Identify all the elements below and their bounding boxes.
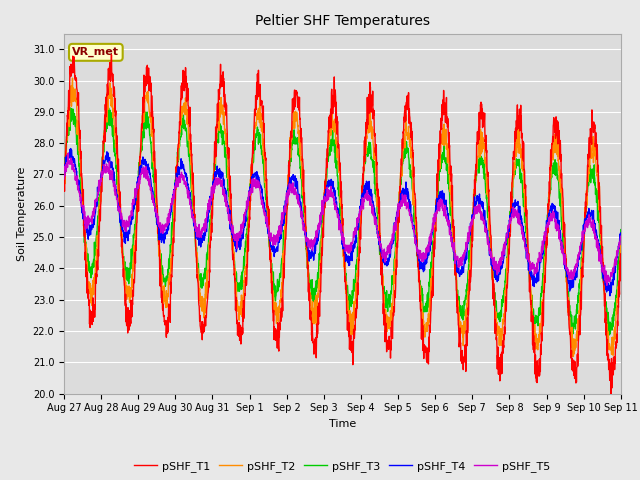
pSHF_T3 xyxy=(105,105,113,111)
Line: pSHF_T2: pSHF_T2 xyxy=(64,78,621,357)
Line: pSHF_T4: pSHF_T4 xyxy=(64,148,621,296)
pSHF_T3 xyxy=(568,320,575,326)
pSHF_T2 xyxy=(504,241,512,247)
pSHF_T1 xyxy=(607,392,615,398)
pSHF_T1 xyxy=(359,176,367,181)
pSHF_T1 xyxy=(108,52,115,58)
pSHF_T3 xyxy=(584,189,591,194)
pSHF_T4 xyxy=(568,279,575,285)
Text: VR_met: VR_met xyxy=(72,47,119,58)
pSHF_T4 xyxy=(371,212,379,218)
pSHF_T4 xyxy=(504,225,512,230)
X-axis label: Time: Time xyxy=(329,419,356,429)
Legend: pSHF_T1, pSHF_T2, pSHF_T3, pSHF_T4, pSHF_T5: pSHF_T1, pSHF_T2, pSHF_T3, pSHF_T4, pSHF… xyxy=(130,457,555,477)
pSHF_T3 xyxy=(60,178,68,183)
pSHF_T2 xyxy=(584,174,591,180)
pSHF_T5 xyxy=(568,276,575,282)
pSHF_T5 xyxy=(603,282,611,288)
Line: pSHF_T5: pSHF_T5 xyxy=(64,153,621,285)
pSHF_T3 xyxy=(504,233,512,239)
pSHF_T1 xyxy=(617,251,625,257)
pSHF_T3 xyxy=(605,332,612,338)
pSHF_T5 xyxy=(359,201,367,206)
pSHF_T4 xyxy=(606,293,614,299)
pSHF_T4 xyxy=(67,145,74,151)
pSHF_T2 xyxy=(68,75,76,81)
pSHF_T2 xyxy=(60,174,68,180)
pSHF_T4 xyxy=(216,166,223,171)
pSHF_T4 xyxy=(359,191,367,197)
pSHF_T1 xyxy=(371,131,379,136)
pSHF_T5 xyxy=(216,180,223,186)
Line: pSHF_T3: pSHF_T3 xyxy=(64,108,621,335)
pSHF_T1 xyxy=(568,367,575,372)
pSHF_T1 xyxy=(216,92,223,97)
pSHF_T1 xyxy=(504,266,512,272)
pSHF_T5 xyxy=(584,218,591,224)
pSHF_T2 xyxy=(617,244,625,250)
pSHF_T4 xyxy=(60,171,68,177)
pSHF_T5 xyxy=(617,233,625,239)
pSHF_T4 xyxy=(617,232,625,238)
pSHF_T1 xyxy=(60,177,68,182)
pSHF_T2 xyxy=(359,192,367,198)
pSHF_T5 xyxy=(64,150,72,156)
pSHF_T2 xyxy=(568,327,575,333)
pSHF_T3 xyxy=(371,174,379,180)
Title: Peltier SHF Temperatures: Peltier SHF Temperatures xyxy=(255,14,430,28)
pSHF_T5 xyxy=(504,222,512,228)
pSHF_T3 xyxy=(359,175,367,180)
Line: pSHF_T1: pSHF_T1 xyxy=(64,55,621,395)
pSHF_T4 xyxy=(584,215,591,220)
pSHF_T1 xyxy=(584,172,591,178)
pSHF_T3 xyxy=(617,227,625,232)
Y-axis label: Soil Temperature: Soil Temperature xyxy=(17,167,27,261)
pSHF_T5 xyxy=(60,176,68,182)
pSHF_T5 xyxy=(371,221,379,227)
pSHF_T3 xyxy=(216,122,223,128)
pSHF_T2 xyxy=(371,154,379,160)
pSHF_T2 xyxy=(570,354,577,360)
pSHF_T2 xyxy=(216,108,223,113)
